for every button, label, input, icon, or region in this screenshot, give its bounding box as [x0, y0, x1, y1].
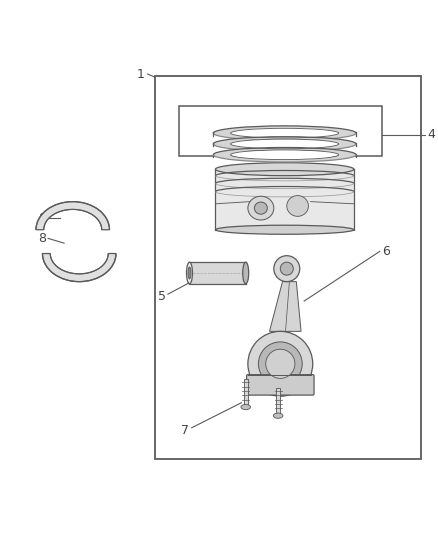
Text: 8: 8 — [38, 212, 46, 224]
Text: 5: 5 — [158, 290, 166, 303]
Bar — [244, 379, 248, 407]
Text: 7: 7 — [181, 424, 190, 438]
Bar — [190, 262, 246, 284]
Text: 4: 4 — [427, 128, 435, 141]
Ellipse shape — [254, 202, 267, 214]
Ellipse shape — [230, 139, 339, 149]
Ellipse shape — [241, 405, 251, 410]
Ellipse shape — [187, 262, 192, 284]
Polygon shape — [42, 254, 116, 281]
FancyBboxPatch shape — [247, 375, 314, 395]
Ellipse shape — [266, 349, 295, 378]
Ellipse shape — [230, 150, 339, 159]
Polygon shape — [213, 148, 356, 162]
Polygon shape — [36, 201, 110, 230]
Bar — [155, 76, 421, 459]
Ellipse shape — [243, 262, 249, 284]
Ellipse shape — [215, 225, 354, 235]
Ellipse shape — [248, 196, 274, 220]
Polygon shape — [213, 126, 356, 140]
Text: 6: 6 — [382, 245, 390, 258]
Ellipse shape — [287, 196, 308, 216]
Polygon shape — [213, 136, 356, 151]
Text: 1: 1 — [137, 68, 145, 80]
Ellipse shape — [230, 128, 339, 138]
Bar — [276, 387, 280, 416]
Bar — [215, 169, 354, 230]
Ellipse shape — [188, 267, 191, 279]
Ellipse shape — [280, 262, 293, 275]
Polygon shape — [269, 281, 301, 332]
Bar — [179, 107, 382, 156]
Text: 8: 8 — [38, 232, 46, 245]
Ellipse shape — [273, 413, 283, 418]
Ellipse shape — [215, 163, 354, 176]
Ellipse shape — [248, 332, 313, 396]
Ellipse shape — [258, 342, 302, 386]
Ellipse shape — [274, 256, 300, 281]
